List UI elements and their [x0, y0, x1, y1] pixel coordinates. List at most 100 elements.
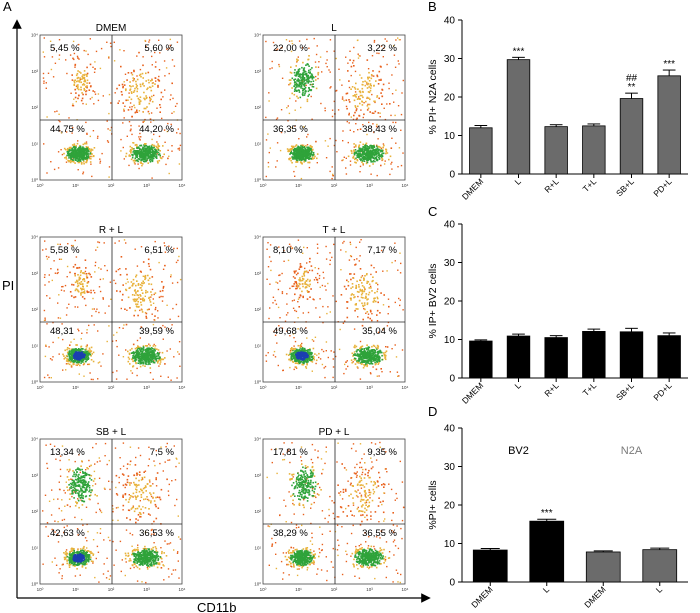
- event-dot: [364, 156, 367, 158]
- event-dot: [82, 83, 85, 85]
- event-dot: [159, 150, 161, 152]
- event-dot: [67, 353, 70, 355]
- event-dot: [70, 244, 73, 247]
- event-dot: [319, 56, 322, 58]
- event-dot: [140, 287, 142, 289]
- event-dot: [167, 376, 169, 378]
- event-dot: [300, 84, 303, 87]
- event-dot: [349, 255, 352, 257]
- event-dot: [77, 84, 79, 86]
- event-dot: [359, 102, 361, 105]
- event-dot: [353, 152, 356, 155]
- event-dot: [313, 37, 315, 40]
- event-dot: [268, 256, 271, 258]
- event-dot: [290, 359, 293, 361]
- event-dot: [144, 274, 147, 277]
- event-dot: [366, 365, 368, 368]
- event-dot: [78, 148, 80, 150]
- event-dot: [136, 75, 138, 77]
- event-dot: [140, 348, 143, 350]
- event-dot: [136, 145, 138, 148]
- event-dot: [76, 344, 78, 346]
- event-dot: [82, 158, 85, 161]
- event-dot: [156, 107, 158, 109]
- event-dot: [81, 92, 83, 94]
- event-dot: [137, 283, 140, 285]
- event-dot: [298, 91, 301, 93]
- event-dot: [157, 153, 160, 156]
- event-dot: [346, 120, 348, 123]
- event-dot: [305, 367, 308, 369]
- event-dot: [305, 72, 308, 75]
- event-dot: [354, 161, 356, 164]
- event-dot: [372, 153, 374, 156]
- event-dot: [310, 352, 312, 355]
- event-dot: [79, 158, 82, 161]
- event-dot: [372, 366, 374, 368]
- event-dot: [87, 352, 89, 355]
- event-dot: [65, 363, 68, 365]
- event-dot: [372, 351, 374, 353]
- event-dot: [155, 355, 158, 357]
- event-dot: [92, 378, 94, 381]
- event-dot: [149, 301, 152, 303]
- event-dot: [82, 74, 84, 76]
- event-dot: [118, 84, 121, 86]
- event-dot: [298, 362, 301, 365]
- event-dot: [69, 357, 71, 360]
- event-dot: [84, 358, 87, 360]
- event-dot: [59, 243, 61, 246]
- event-dot: [143, 354, 145, 356]
- event-dot: [150, 304, 152, 306]
- event-dot: [76, 279, 78, 282]
- event-dot: [356, 117, 358, 120]
- event-dot: [294, 69, 296, 71]
- event-dot: [136, 95, 138, 97]
- event-dot: [67, 362, 69, 365]
- event-dot: [371, 112, 374, 114]
- event-dot: [306, 337, 308, 339]
- event-dot: [73, 296, 75, 299]
- event-dot: [294, 87, 297, 89]
- event-dot: [50, 268, 52, 270]
- event-dot: [77, 169, 79, 171]
- event-dot: [164, 141, 166, 143]
- event-dot: [153, 146, 155, 149]
- event-dot: [151, 153, 154, 156]
- event-dot: [155, 153, 157, 156]
- event-dot: [135, 299, 138, 302]
- event-dot: [66, 351, 69, 354]
- event-dot: [142, 280, 144, 283]
- event-dot: [137, 158, 140, 160]
- event-dot: [369, 357, 371, 359]
- event-dot: [83, 74, 86, 77]
- event-dot: [149, 351, 151, 353]
- event-dot: [376, 145, 378, 148]
- event-dot: [301, 353, 304, 355]
- event-dot: [144, 150, 147, 153]
- event-dot: [123, 110, 125, 112]
- event-dot: [358, 356, 360, 358]
- event-dot: [110, 126, 113, 129]
- event-dot: [131, 133, 133, 136]
- event-dot: [72, 244, 74, 247]
- event-dot: [343, 372, 345, 375]
- event-dot: [70, 359, 73, 361]
- event-dot: [366, 351, 369, 353]
- event-dot: [320, 102, 322, 105]
- event-dot: [376, 155, 378, 158]
- event-dot: [310, 89, 313, 91]
- event-dot: [383, 47, 385, 49]
- event-dot: [49, 297, 51, 299]
- event-dot: [85, 141, 88, 143]
- event-dot: [279, 274, 281, 276]
- event-dot: [299, 79, 301, 82]
- event-dot: [81, 84, 84, 86]
- event-dot: [75, 80, 78, 83]
- event-dot: [293, 147, 296, 150]
- event-dot: [134, 347, 137, 350]
- event-dot: [139, 365, 142, 368]
- event-dot: [329, 259, 331, 261]
- event-dot: [145, 289, 147, 292]
- event-dot: [305, 145, 307, 147]
